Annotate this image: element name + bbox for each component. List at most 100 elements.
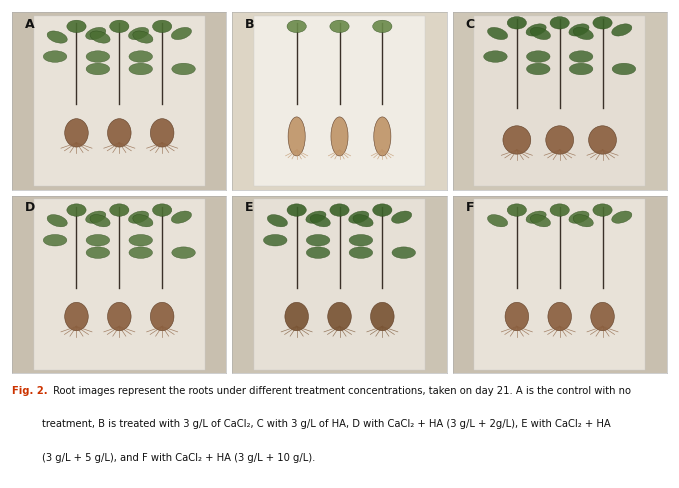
Ellipse shape xyxy=(392,211,411,224)
Ellipse shape xyxy=(483,51,507,62)
Text: F: F xyxy=(465,201,474,214)
Ellipse shape xyxy=(65,119,88,147)
Ellipse shape xyxy=(86,247,110,259)
Ellipse shape xyxy=(47,31,67,43)
Ellipse shape xyxy=(573,215,593,227)
Ellipse shape xyxy=(569,211,589,224)
Ellipse shape xyxy=(507,204,526,216)
Ellipse shape xyxy=(47,215,67,227)
Ellipse shape xyxy=(612,211,632,224)
Text: D: D xyxy=(25,201,35,214)
Ellipse shape xyxy=(548,303,572,331)
Ellipse shape xyxy=(371,303,394,331)
Ellipse shape xyxy=(110,204,129,216)
Ellipse shape xyxy=(505,303,529,331)
Ellipse shape xyxy=(589,126,617,154)
Ellipse shape xyxy=(612,24,632,36)
Ellipse shape xyxy=(591,303,614,331)
Text: Fig. 2.: Fig. 2. xyxy=(12,386,48,396)
Ellipse shape xyxy=(129,51,153,62)
Ellipse shape xyxy=(90,215,110,227)
Ellipse shape xyxy=(526,63,550,75)
Ellipse shape xyxy=(526,211,546,224)
Ellipse shape xyxy=(263,234,287,246)
Ellipse shape xyxy=(349,211,369,224)
Ellipse shape xyxy=(67,204,86,216)
Text: C: C xyxy=(465,18,475,31)
Ellipse shape xyxy=(330,204,349,216)
Ellipse shape xyxy=(392,247,416,259)
Ellipse shape xyxy=(349,234,373,246)
Ellipse shape xyxy=(110,20,129,33)
Ellipse shape xyxy=(153,20,172,33)
Ellipse shape xyxy=(128,27,149,40)
Ellipse shape xyxy=(153,204,172,216)
Ellipse shape xyxy=(86,234,110,246)
Ellipse shape xyxy=(526,24,546,36)
Text: treatment, B is treated with 3 g/L of CaCl₂, C with 3 g/L of HA, D with CaCl₂ + : treatment, B is treated with 3 g/L of Ca… xyxy=(42,419,611,429)
Bar xyxy=(474,200,645,370)
Ellipse shape xyxy=(171,211,191,224)
Ellipse shape xyxy=(107,303,131,331)
Ellipse shape xyxy=(43,51,67,62)
Ellipse shape xyxy=(488,215,508,227)
Ellipse shape xyxy=(306,211,326,224)
Ellipse shape xyxy=(90,31,110,43)
Bar xyxy=(34,16,205,186)
Ellipse shape xyxy=(573,27,593,40)
Ellipse shape xyxy=(86,211,106,224)
Ellipse shape xyxy=(569,63,593,75)
Ellipse shape xyxy=(172,63,196,75)
Ellipse shape xyxy=(593,17,612,29)
Ellipse shape xyxy=(349,247,373,259)
Ellipse shape xyxy=(129,234,153,246)
Ellipse shape xyxy=(172,247,196,259)
Ellipse shape xyxy=(285,303,308,331)
Ellipse shape xyxy=(306,234,330,246)
Ellipse shape xyxy=(288,117,306,156)
Ellipse shape xyxy=(43,234,67,246)
Ellipse shape xyxy=(373,117,391,156)
Text: A: A xyxy=(25,18,35,31)
Ellipse shape xyxy=(287,204,306,216)
Ellipse shape xyxy=(150,119,174,147)
Text: E: E xyxy=(245,201,254,214)
Ellipse shape xyxy=(526,51,550,62)
Bar xyxy=(34,200,205,370)
Ellipse shape xyxy=(530,27,551,40)
Ellipse shape xyxy=(128,211,149,224)
Ellipse shape xyxy=(310,215,330,227)
Ellipse shape xyxy=(86,27,106,40)
Bar xyxy=(254,16,425,186)
Ellipse shape xyxy=(306,247,330,259)
Ellipse shape xyxy=(67,20,86,33)
Ellipse shape xyxy=(86,51,110,62)
Ellipse shape xyxy=(133,215,153,227)
Text: Root images represent the roots under different treatment concentrations, taken : Root images represent the roots under di… xyxy=(50,386,631,396)
Ellipse shape xyxy=(373,20,392,33)
Ellipse shape xyxy=(593,204,612,216)
Ellipse shape xyxy=(133,31,153,43)
Ellipse shape xyxy=(268,215,287,227)
Ellipse shape xyxy=(488,27,508,40)
Ellipse shape xyxy=(328,303,351,331)
Ellipse shape xyxy=(65,303,88,331)
Ellipse shape xyxy=(129,247,153,259)
Ellipse shape xyxy=(86,63,110,75)
Ellipse shape xyxy=(171,27,191,40)
Ellipse shape xyxy=(353,215,373,227)
Bar xyxy=(254,200,425,370)
Ellipse shape xyxy=(129,63,153,75)
Ellipse shape xyxy=(569,51,593,62)
Ellipse shape xyxy=(330,20,349,33)
Ellipse shape xyxy=(507,17,526,29)
Ellipse shape xyxy=(546,126,574,154)
Ellipse shape xyxy=(530,215,551,227)
Text: (3 g/L + 5 g/L), and F with CaCl₂ + HA (3 g/L + 10 g/L).: (3 g/L + 5 g/L), and F with CaCl₂ + HA (… xyxy=(42,453,316,463)
Ellipse shape xyxy=(287,20,306,33)
Ellipse shape xyxy=(331,117,348,156)
Ellipse shape xyxy=(503,126,531,154)
Ellipse shape xyxy=(373,204,392,216)
Ellipse shape xyxy=(107,119,131,147)
Ellipse shape xyxy=(550,17,569,29)
